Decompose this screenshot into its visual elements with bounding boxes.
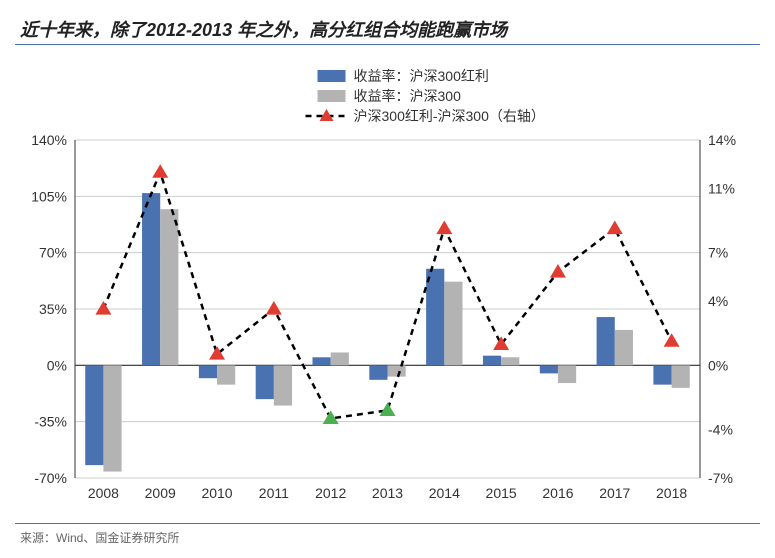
svg-text:2014: 2014 [429, 485, 460, 501]
bar-series1 [369, 365, 387, 379]
svg-text:35%: 35% [39, 301, 67, 317]
source-text: 来源：Wind、国金证券研究所 [20, 529, 179, 546]
svg-text:0%: 0% [708, 357, 728, 373]
diff-marker [266, 301, 282, 315]
bar-series1 [142, 193, 160, 365]
svg-text:105%: 105% [31, 188, 67, 204]
bar-series2 [672, 365, 690, 388]
chart-title: 近十年来，除了2012-2013 年之外，高分红组合均能跑赢市场 [20, 16, 507, 42]
diff-marker [436, 221, 452, 235]
title-underline [15, 44, 760, 45]
svg-text:2008: 2008 [88, 485, 119, 501]
svg-text:7%: 7% [708, 245, 728, 261]
diff-marker [95, 301, 111, 315]
chart-area: -70% -35% 0% 35% 70% 105% 140% -7% -4% 0% 4% 7% 11% 1… [15, 60, 760, 508]
diff-marker [152, 164, 168, 178]
svg-text:-35%: -35% [34, 414, 67, 430]
svg-text:-7%: -7% [708, 470, 733, 486]
svg-text:-70%: -70% [34, 470, 67, 486]
bar-series2 [103, 365, 121, 471]
bar-series2 [388, 365, 406, 376]
bar-series2 [501, 357, 519, 365]
source-underline [15, 523, 760, 524]
svg-text:70%: 70% [39, 245, 67, 261]
svg-text:2015: 2015 [486, 485, 517, 501]
svg-text:4%: 4% [708, 293, 728, 309]
svg-text:2010: 2010 [201, 485, 232, 501]
svg-text:11%: 11% [708, 180, 735, 196]
bar-series1 [483, 356, 501, 366]
svg-text:14%: 14% [708, 132, 736, 148]
bar-series1 [313, 357, 331, 365]
diff-marker [550, 264, 566, 278]
svg-text:2017: 2017 [599, 485, 630, 501]
svg-text:收益率：沪深300红利: 收益率：沪深300红利 [354, 68, 489, 84]
bar-series2 [444, 282, 462, 366]
svg-text:2016: 2016 [542, 485, 573, 501]
bar-series1 [653, 365, 671, 384]
svg-text:0%: 0% [47, 357, 67, 373]
diff-marker [607, 221, 623, 235]
bar-series1 [256, 365, 274, 399]
bar-series1 [426, 269, 444, 366]
diff-marker [380, 402, 396, 416]
svg-text:2012: 2012 [315, 485, 346, 501]
svg-text:2013: 2013 [372, 485, 403, 501]
svg-text:2009: 2009 [145, 485, 176, 501]
bar-series2 [615, 330, 633, 365]
bar-series1 [597, 317, 615, 365]
bar-series2 [331, 352, 349, 365]
bar-series1 [85, 365, 103, 465]
bar-series1 [199, 365, 217, 378]
svg-text:沪深300红利-沪深300（右轴）: 沪深300红利-沪深300（右轴） [354, 108, 545, 124]
bar-series2 [217, 365, 235, 384]
svg-text:收益率：沪深300: 收益率：沪深300 [354, 88, 462, 104]
svg-text:140%: 140% [31, 132, 67, 148]
bar-series2 [160, 209, 178, 365]
bar-series1 [540, 365, 558, 373]
svg-text:2011: 2011 [259, 485, 289, 501]
diff-marker [493, 336, 509, 350]
bar-series2 [274, 365, 292, 405]
diff-line [103, 172, 671, 418]
bar-series2 [558, 365, 576, 383]
svg-text:-4%: -4% [708, 422, 733, 438]
svg-text:2018: 2018 [656, 485, 687, 501]
diff-marker [664, 333, 680, 347]
